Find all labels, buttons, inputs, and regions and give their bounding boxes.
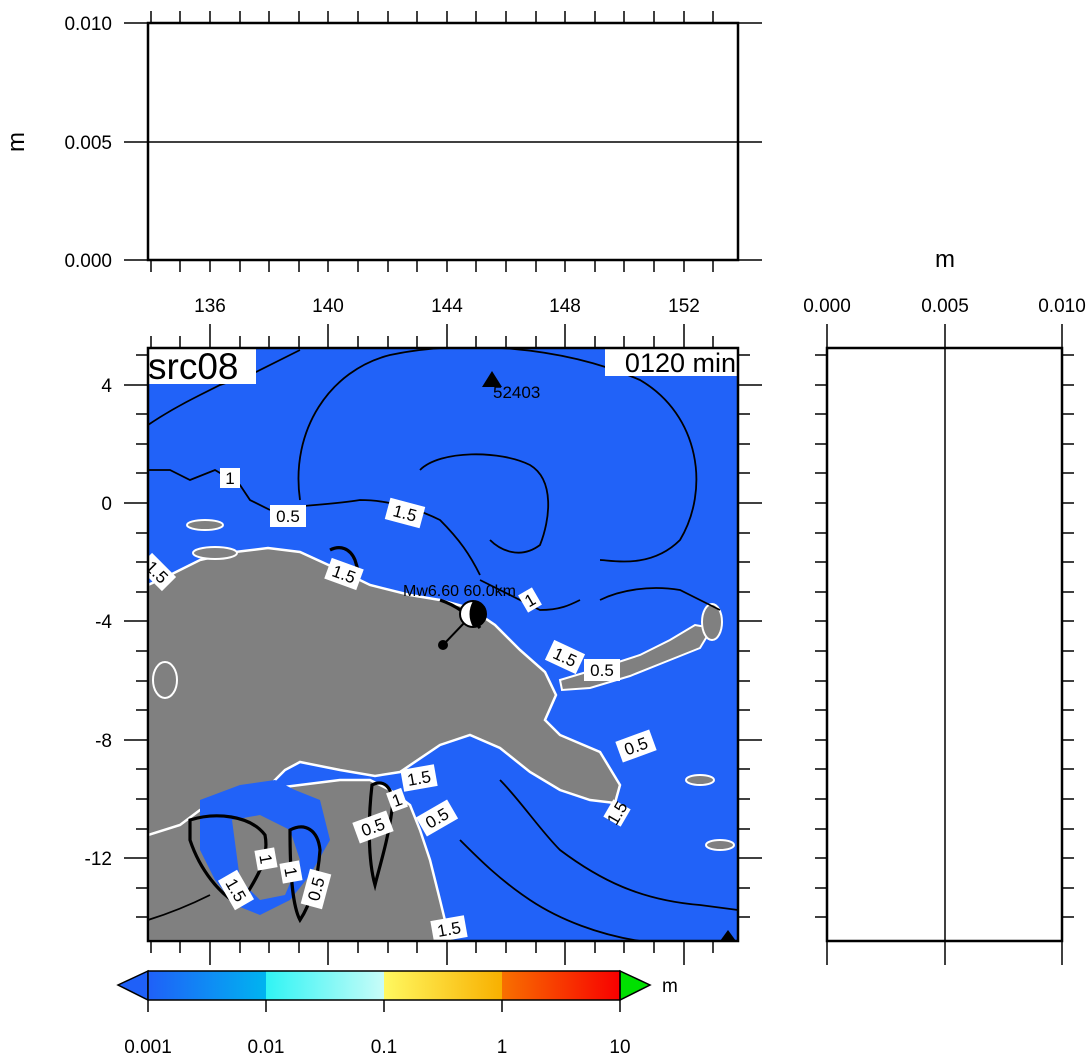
colorbar-seg-3 <box>384 971 502 1000</box>
top-timeseries-panel: 0.010 0.005 0.000 m 136 140 144 148 152 <box>3 11 762 317</box>
map-ytick-0: 0 <box>101 494 112 515</box>
station-label: 52403 <box>493 383 540 402</box>
xtick-140: 140 <box>312 296 344 317</box>
colorbar-tick-01: 0.1 <box>371 1037 397 1058</box>
time-label: 0120 min <box>625 348 736 378</box>
svg-text:0.5: 0.5 <box>590 661 614 680</box>
map-frame <box>146 346 740 943</box>
map-panel: 1 0.5 1.5 1.5 1.5 1 1.5 0.5 0.5 1.5 0.5 … <box>85 324 762 965</box>
svg-text:1.5: 1.5 <box>436 918 463 941</box>
island-east <box>685 774 715 786</box>
colorbar-low-arrow <box>116 969 149 1002</box>
svg-text:1: 1 <box>225 469 234 488</box>
source-label: src08 <box>148 346 238 387</box>
map-ytick-neg12: -12 <box>85 849 112 870</box>
island-west <box>152 661 178 699</box>
contour-label-8: 0.5 <box>584 659 620 681</box>
colorbar-tick-0001: 0.001 <box>124 1037 172 1058</box>
island-north-2 <box>192 546 238 560</box>
top-panel-ylabel: m <box>3 132 30 152</box>
xtick-152: 152 <box>668 296 700 317</box>
right-timeseries-panel: m 0.000 0.005 0.010 <box>803 246 1086 965</box>
xtick-136: 136 <box>194 296 226 317</box>
colorbar-unit: m <box>662 976 678 997</box>
svg-text:1.5: 1.5 <box>406 767 433 790</box>
colorbar-high-arrow <box>619 969 652 1002</box>
colorbar-seg-1 <box>148 971 266 1000</box>
amplitude-contours <box>148 348 738 941</box>
svg-text:1: 1 <box>280 866 300 879</box>
svg-text:1: 1 <box>255 853 275 866</box>
island-north-1 <box>186 519 224 531</box>
top-panel-ytick-005: 0.005 <box>64 133 112 154</box>
focal-mechanism-beachball <box>459 600 487 628</box>
colorbar-seg-2 <box>266 971 384 1000</box>
contour-label-15: 1.5 <box>217 869 255 911</box>
epicenter-dot <box>438 640 448 650</box>
contour-labels: 1 0.5 1.5 1.5 1.5 1 1.5 0.5 0.5 1.5 0.5 … <box>148 468 657 941</box>
xtick-144: 144 <box>431 296 463 317</box>
island-southeast <box>705 839 735 851</box>
event-label: Mw6.60 60.0km <box>403 583 516 600</box>
contour-label-18: 1.5 <box>430 915 468 941</box>
contour-label-10: 1.5 <box>400 764 438 792</box>
contour-label-14: 1 <box>254 847 278 871</box>
xtick-148: 148 <box>549 296 581 317</box>
colorbar-tick-1: 1 <box>497 1037 508 1058</box>
map-ytick-neg8: -8 <box>95 731 112 752</box>
colorbar-seg-4 <box>502 971 620 1000</box>
station-corner-marker <box>720 930 736 941</box>
contour-label-17: 0.5 <box>300 868 332 910</box>
right-panel-ticks <box>815 324 1074 965</box>
right-panel-xtick-000: 0.000 <box>803 296 851 317</box>
map-ytick-neg4: -4 <box>95 612 112 633</box>
top-panel-ytick-010: 0.010 <box>64 14 112 35</box>
right-panel-xtick-010: 0.010 <box>1038 296 1086 317</box>
svg-text:0.5: 0.5 <box>276 507 300 526</box>
right-panel-xlabel: m <box>935 246 955 273</box>
island-new-ireland <box>701 603 723 641</box>
contour-label-6: 1 <box>518 587 542 613</box>
colorbar-tick-001: 0.01 <box>248 1037 285 1058</box>
map-y-ticks <box>124 354 762 918</box>
station-52403-marker <box>482 371 502 387</box>
time-label-box <box>605 348 738 376</box>
colorbar-ticks <box>147 1000 621 1012</box>
top-panel-ytick-000: 0.000 <box>64 251 112 272</box>
contour-label-1: 1 <box>220 468 240 488</box>
source-label-box <box>148 348 256 384</box>
map-x-ticks <box>150 324 714 965</box>
colorbar-tick-10: 10 <box>609 1037 630 1058</box>
contour-label-13: 1 <box>386 787 408 813</box>
contour-label-3: 1.5 <box>384 497 426 529</box>
map-ytick-4: 4 <box>101 376 112 397</box>
contour-label-2: 0.5 <box>270 505 306 527</box>
contour-label-16: 1 <box>279 860 303 884</box>
top-panel-minor-ticks <box>150 11 714 272</box>
colorbar: m 0.001 0.01 0.1 1 10 <box>116 969 678 1058</box>
epicenter-link <box>442 621 466 646</box>
right-panel-xtick-005: 0.005 <box>921 296 969 317</box>
